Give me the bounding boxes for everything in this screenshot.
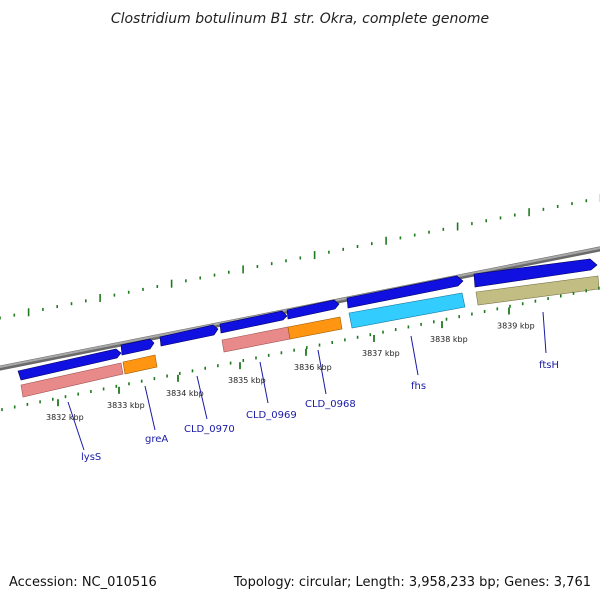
gene-label-leaders xyxy=(67,311,547,451)
gene-label[interactable]: CLD_0969 xyxy=(246,410,297,421)
gene-label[interactable]: CLD_0968 xyxy=(305,399,356,410)
feature-bar-grea[interactable] xyxy=(122,354,158,375)
tick-label: 3832 kbp xyxy=(46,413,84,422)
gene-features xyxy=(17,258,600,398)
tick-label: 3835 kbp xyxy=(228,376,266,385)
gene-leader-line xyxy=(67,401,85,451)
gene-label[interactable]: fhs xyxy=(411,381,426,392)
ruler-tick-labels: 3832 kbp 3833 kbp 3834 kbp 3835 kbp 3836 kbp… xyxy=(46,322,535,423)
accession-label: Accession: NC_010516 xyxy=(9,575,157,590)
inner-ruler xyxy=(1,286,600,412)
tick-label: 3837 kbp xyxy=(362,349,400,358)
feature-bar-fhs[interactable] xyxy=(348,292,466,329)
gene-arrow-cld0970[interactable] xyxy=(159,324,219,347)
gene-arrow-grea[interactable] xyxy=(120,338,155,356)
gene-leader-line xyxy=(144,385,156,431)
gene-arrow-cld0968[interactable] xyxy=(286,299,340,320)
gene-label[interactable]: CLD_0970 xyxy=(184,424,235,435)
genome-summary: Topology: circular; Length: 3,958,233 bp… xyxy=(233,575,591,590)
gene-labels: lysS greA CLD_0970 CLD_0969 CLD_0968 fhs ftsH xyxy=(81,360,559,463)
gene-leader-line xyxy=(542,311,547,354)
gene-leader-line xyxy=(317,349,327,395)
tick-label: 3838 kbp xyxy=(430,335,468,344)
gene-label[interactable]: greA xyxy=(145,434,168,445)
feature-bar-lyss[interactable] xyxy=(20,362,124,398)
tick-label: 3836 kbp xyxy=(294,363,332,372)
gene-leader-line xyxy=(196,375,208,420)
tick-label: 3833 kbp xyxy=(107,401,145,410)
gene-label[interactable]: ftsH xyxy=(539,360,559,371)
gene-arrow-ftsh[interactable] xyxy=(473,258,598,288)
gene-label[interactable]: lysS xyxy=(81,452,101,463)
outer-ruler xyxy=(0,193,600,320)
tick-label: 3834 kbp xyxy=(166,389,204,398)
gene-leader-line xyxy=(259,361,269,404)
tick-label: 3839 kbp xyxy=(497,322,535,331)
map-title: Clostridium botulinum B1 str. Okra, comp… xyxy=(111,11,489,27)
gene-arrow-fhs[interactable] xyxy=(346,275,464,309)
gene-arrow-cld0969[interactable] xyxy=(219,310,288,334)
feature-bar-cld0968[interactable] xyxy=(287,316,343,340)
gene-arrow-lyss[interactable] xyxy=(17,348,122,381)
gene-leader-line xyxy=(410,335,419,376)
